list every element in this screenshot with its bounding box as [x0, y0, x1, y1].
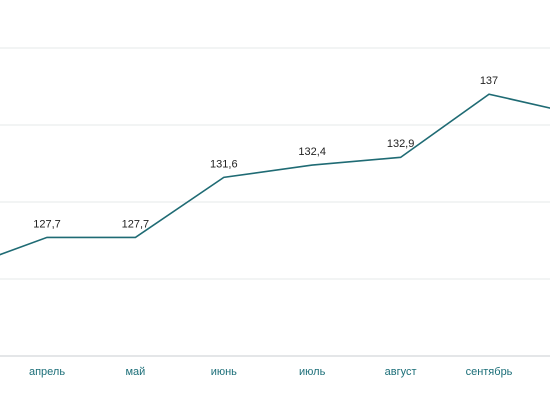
data-label: 127,7 [122, 218, 150, 230]
x-tick-label: июнь [211, 366, 237, 378]
x-tick-label: апрель [29, 366, 65, 378]
x-tick-label: июль [299, 366, 326, 378]
data-label: 137 [480, 75, 498, 87]
x-tick-label: май [125, 366, 145, 378]
data-label: 132,4 [298, 146, 326, 158]
x-tick-label: сентябрь [466, 366, 513, 378]
data-label: 132,9 [387, 138, 415, 150]
x-tick-label: август [385, 366, 417, 378]
series-line [0, 93, 550, 256]
data-label: 131,6 [210, 158, 238, 170]
data-label: 127,7 [33, 218, 61, 230]
